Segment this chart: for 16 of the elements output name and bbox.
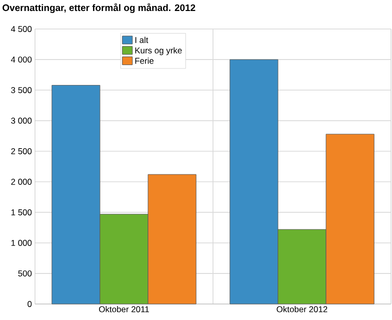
x-tick-label: Oktober 2011 [99,306,149,312]
y-tick-label: 4 000 [10,56,32,63]
x-tick-label: Oktober 2012 [276,306,328,312]
y-tick-label: 3 000 [11,118,32,124]
y-tick-label: 0 [28,301,32,307]
legend-label: Ferie [135,58,154,64]
legend-label: Kurs og yrke [135,47,182,56]
y-tick-label: 2 000 [11,178,32,185]
y-tick-label: 1 000 [11,240,32,246]
y-tick-label: 2 500 [11,148,32,154]
y-tick-label: 3 500 [11,87,32,94]
legend-label: I alt [135,36,148,44]
y-tick-label: 1 500 [11,209,32,216]
y-tick-label: 500 [18,270,32,276]
chart-title: Overnattingar, etter formål og månad. 2012 [2,3,196,13]
y-tick-label: 4 500 [10,26,32,32]
